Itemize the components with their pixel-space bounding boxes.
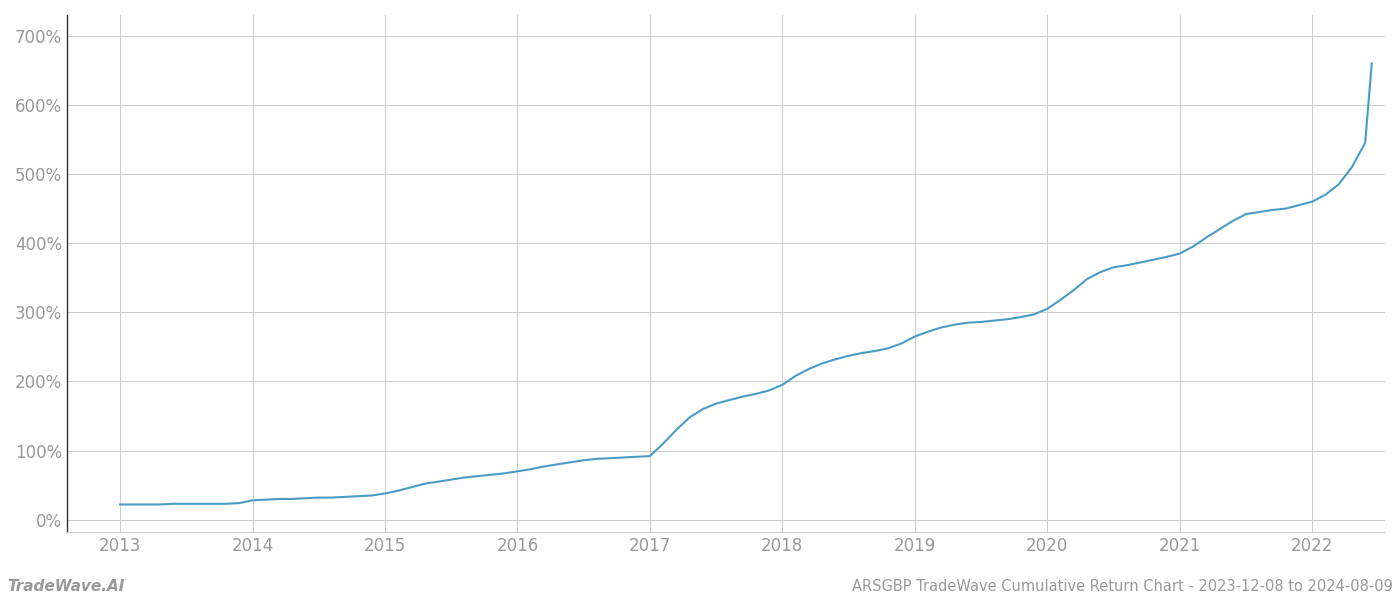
Text: TradeWave.AI: TradeWave.AI — [7, 579, 125, 594]
Text: ARSGBP TradeWave Cumulative Return Chart - 2023-12-08 to 2024-08-09: ARSGBP TradeWave Cumulative Return Chart… — [853, 579, 1393, 594]
